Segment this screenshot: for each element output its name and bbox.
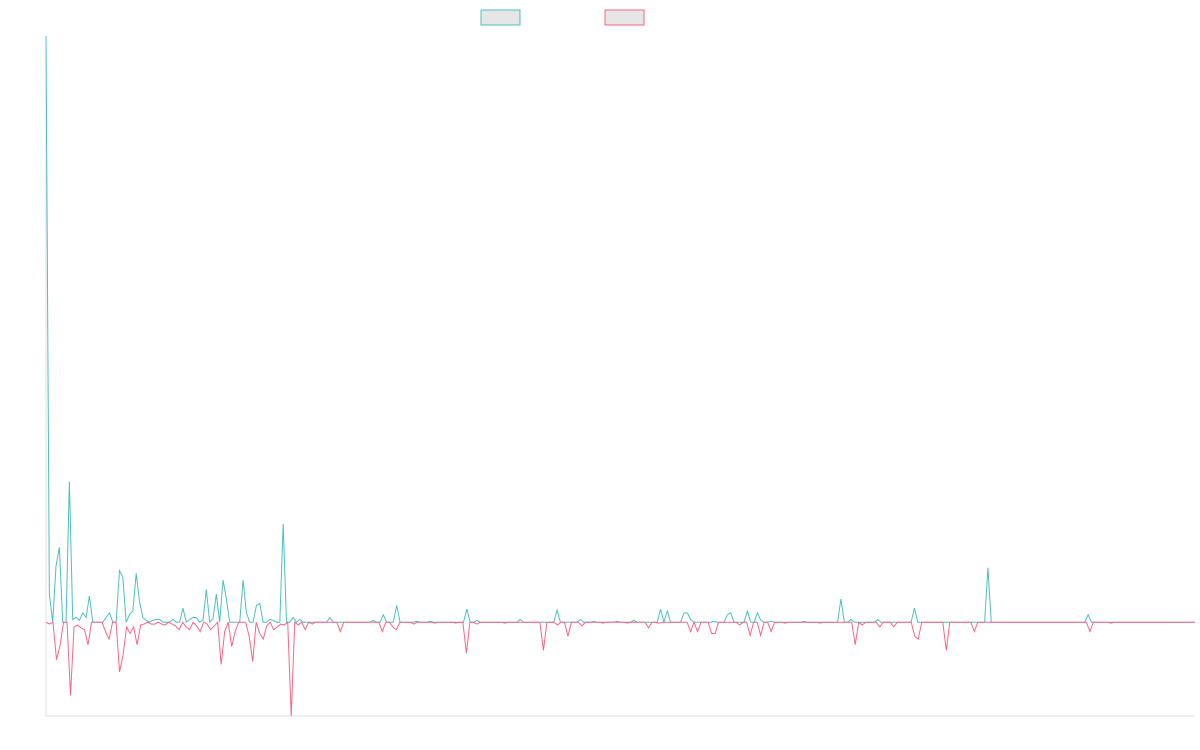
legend-swatch-series-1[interactable]: [480, 9, 521, 26]
series-line-1: [45, 35, 1195, 625]
series-line-2: [45, 620, 1195, 717]
legend-swatch-series-2[interactable]: [604, 9, 645, 26]
plot-area: [45, 35, 1195, 717]
legend[interactable]: [480, 9, 645, 26]
